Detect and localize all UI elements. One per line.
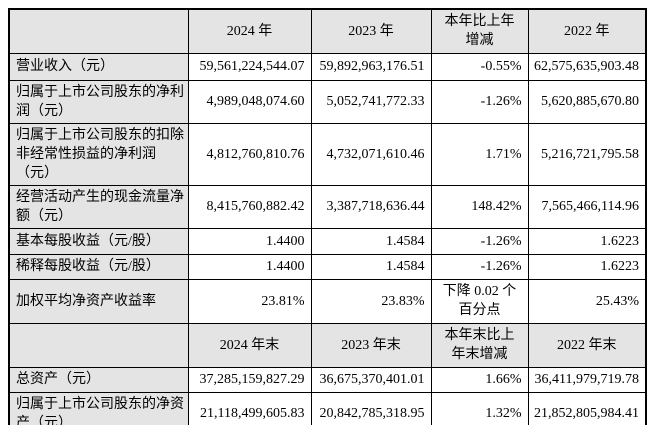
row-label: 稀释每股收益（元/股） (8, 253, 189, 280)
header-year-2023: 2023 年 (310, 8, 432, 54)
cell-change: 1.66% (430, 366, 529, 393)
header-row-annual: 2024 年 2023 年 本年比上年 增减 2022 年 (8, 8, 647, 54)
row-label: 总资产（元） (8, 366, 189, 393)
cell-2024: 59,561,224,544.07 (187, 52, 312, 81)
row-basic-eps: 基本每股收益（元/股） 1.4400 1.4584 -1.26% 1.6223 (8, 227, 647, 255)
row-total-assets: 总资产（元） 37,285,159,827.29 36,675,370,401.… (8, 366, 647, 393)
header-blank (8, 8, 189, 54)
row-label: 归属于上市公司股东的净利润（元） (8, 79, 189, 124)
row-label: 经营活动产生的现金流量净额（元） (8, 184, 189, 229)
cell-2023: 20,842,785,318.95 (310, 391, 432, 425)
header-blank (8, 322, 189, 368)
cell-change: 148.42% (430, 184, 529, 229)
cell-2022: 1.6223 (527, 227, 647, 255)
cell-2023: 36,675,370,401.01 (310, 366, 432, 393)
header-row-period-end: 2024 年末 2023 年末 本年末比上 年末增减 2022 年末 (8, 322, 647, 368)
cell-2022: 36,411,979,719.78 (527, 366, 647, 393)
cell-2024: 21,118,499,605.83 (187, 391, 312, 425)
row-net-assets: 归属于上市公司股东的净资产（元） 21,118,499,605.83 20,84… (8, 391, 647, 425)
row-net-profit-excl-nonrecurring: 归属于上市公司股东的扣除非经常性损益的净利润（元） 4,812,760,810.… (8, 122, 647, 186)
cell-2024: 37,285,159,827.29 (187, 366, 312, 393)
row-operating-revenue: 营业收入（元） 59,561,224,544.07 59,892,963,176… (8, 52, 647, 81)
row-weighted-avg-roe: 加权平均净资产收益率 23.81% 23.83% 下降 0.02 个 百分点 2… (8, 278, 647, 324)
cell-2023: 4,732,071,610.46 (310, 122, 432, 186)
cell-2024: 1.4400 (187, 253, 312, 280)
row-label: 基本每股收益（元/股） (8, 227, 189, 255)
cell-2023: 5,052,741,772.33 (310, 79, 432, 124)
cell-2022: 1.6223 (527, 253, 647, 280)
cell-2024: 1.4400 (187, 227, 312, 255)
financial-summary-table: 2024 年 2023 年 本年比上年 增减 2022 年 营业收入（元） 59… (8, 8, 647, 425)
cell-2023: 1.4584 (310, 227, 432, 255)
row-diluted-eps: 稀释每股收益（元/股） 1.4400 1.4584 -1.26% 1.6223 (8, 253, 647, 280)
header-end-2022: 2022 年末 (527, 322, 647, 368)
cell-change: -1.26% (430, 227, 529, 255)
cell-2022: 21,852,805,984.41 (527, 391, 647, 425)
cell-change: 下降 0.02 个 百分点 (430, 278, 529, 324)
cell-change: -1.26% (430, 253, 529, 280)
header-end-2024: 2024 年末 (187, 322, 312, 368)
header-yoy-change: 本年比上年 增减 (430, 8, 529, 54)
cell-2022: 5,620,885,670.80 (527, 79, 647, 124)
cell-change: 1.32% (430, 391, 529, 425)
row-label: 归属于上市公司股东的扣除非经常性损益的净利润（元） (8, 122, 189, 186)
cell-2024: 8,415,760,882.42 (187, 184, 312, 229)
row-net-profit: 归属于上市公司股东的净利润（元） 4,989,048,074.60 5,052,… (8, 79, 647, 124)
row-label: 归属于上市公司股东的净资产（元） (8, 391, 189, 425)
cell-2023: 59,892,963,176.51 (310, 52, 432, 81)
cell-2024: 4,812,760,810.76 (187, 122, 312, 186)
cell-2022: 25.43% (527, 278, 647, 324)
row-operating-cash-flow: 经营活动产生的现金流量净额（元） 8,415,760,882.42 3,387,… (8, 184, 647, 229)
cell-change: -1.26% (430, 79, 529, 124)
cell-2022: 7,565,466,114.96 (527, 184, 647, 229)
cell-2024: 4,989,048,074.60 (187, 79, 312, 124)
cell-2024: 23.81% (187, 278, 312, 324)
cell-change: -0.55% (430, 52, 529, 81)
cell-2023: 1.4584 (310, 253, 432, 280)
cell-change: 1.71% (430, 122, 529, 186)
row-label: 营业收入（元） (8, 52, 189, 81)
cell-2022: 62,575,635,903.48 (527, 52, 647, 81)
cell-2023: 23.83% (310, 278, 432, 324)
header-end-change: 本年末比上 年末增减 (430, 322, 529, 368)
header-end-2023: 2023 年末 (310, 322, 432, 368)
row-label: 加权平均净资产收益率 (8, 278, 189, 324)
cell-2023: 3,387,718,636.44 (310, 184, 432, 229)
header-year-2024: 2024 年 (187, 8, 312, 54)
header-year-2022: 2022 年 (527, 8, 647, 54)
cell-2022: 5,216,721,795.58 (527, 122, 647, 186)
